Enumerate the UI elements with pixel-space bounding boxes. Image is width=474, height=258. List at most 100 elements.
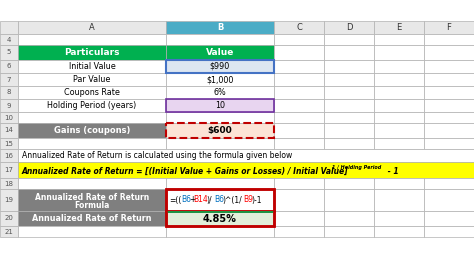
Text: Value: Value: [206, 48, 234, 57]
Bar: [374, 226, 424, 237]
Bar: [324, 60, 374, 73]
Text: Particulars: Particulars: [64, 48, 120, 57]
Bar: [374, 86, 424, 99]
Bar: [274, 60, 324, 73]
Text: 10: 10: [215, 101, 225, 110]
Text: Annualized Rate of Return = [(Initial Value + Gains or Losses) / Initial Value]: Annualized Rate of Return = [(Initial Va…: [22, 166, 348, 175]
Bar: [166, 21, 274, 34]
Text: 19: 19: [4, 197, 13, 203]
Text: F: F: [447, 23, 451, 32]
Bar: [324, 123, 374, 138]
Bar: [18, 21, 166, 34]
Bar: [166, 211, 274, 226]
Bar: [424, 73, 474, 86]
Bar: [374, 178, 424, 189]
Bar: [324, 138, 374, 149]
Text: B14: B14: [193, 196, 209, 205]
Bar: [324, 73, 374, 86]
Text: C: C: [296, 23, 302, 32]
Text: 8: 8: [7, 90, 11, 95]
Text: 20: 20: [5, 215, 13, 222]
Bar: [324, 178, 374, 189]
Bar: [0, 112, 18, 123]
Text: A: A: [89, 23, 95, 32]
Bar: [324, 112, 374, 123]
Bar: [166, 178, 274, 189]
Bar: [166, 34, 274, 45]
Bar: [166, 60, 274, 73]
Text: 6%: 6%: [214, 88, 227, 97]
Bar: [0, 99, 18, 112]
Bar: [424, 178, 474, 189]
Text: )^(1/: )^(1/: [222, 196, 242, 205]
Text: B: B: [217, 23, 223, 32]
Text: 9: 9: [7, 102, 11, 109]
Bar: [424, 86, 474, 99]
Bar: [166, 99, 274, 112]
Bar: [324, 226, 374, 237]
Bar: [374, 189, 424, 211]
Bar: [0, 21, 18, 34]
Bar: [166, 99, 274, 112]
Bar: [0, 211, 18, 226]
Bar: [424, 34, 474, 45]
Bar: [424, 138, 474, 149]
Bar: [166, 226, 274, 237]
Text: 15: 15: [5, 141, 13, 147]
Bar: [0, 123, 18, 138]
Bar: [324, 86, 374, 99]
Bar: [424, 99, 474, 112]
Bar: [424, 45, 474, 60]
Bar: [274, 45, 324, 60]
Bar: [0, 60, 18, 73]
Bar: [374, 211, 424, 226]
Bar: [166, 189, 274, 211]
Text: 16: 16: [4, 152, 13, 158]
Bar: [18, 112, 166, 123]
Text: 10: 10: [4, 115, 13, 120]
Bar: [274, 73, 324, 86]
Bar: [424, 211, 474, 226]
Text: B6: B6: [181, 196, 191, 205]
Bar: [18, 178, 166, 189]
Text: $990: $990: [210, 62, 230, 71]
Bar: [18, 73, 166, 86]
Text: $1,000: $1,000: [206, 75, 234, 84]
Bar: [0, 149, 18, 162]
Text: - 1: - 1: [385, 166, 399, 175]
Bar: [0, 226, 18, 237]
Bar: [18, 226, 166, 237]
Bar: [166, 86, 274, 99]
Bar: [18, 99, 166, 112]
Bar: [374, 60, 424, 73]
Text: Annualized Rate of Return: Annualized Rate of Return: [35, 192, 149, 201]
Bar: [424, 226, 474, 237]
Bar: [374, 21, 424, 34]
Text: 4.85%: 4.85%: [203, 214, 237, 223]
Text: D: D: [346, 23, 352, 32]
Bar: [324, 34, 374, 45]
Bar: [324, 99, 374, 112]
Bar: [374, 34, 424, 45]
Bar: [18, 60, 166, 73]
Bar: [374, 123, 424, 138]
Bar: [274, 21, 324, 34]
Bar: [324, 189, 374, 211]
Text: Coupons Rate: Coupons Rate: [64, 88, 120, 97]
Text: 14: 14: [5, 127, 13, 133]
Bar: [0, 178, 18, 189]
Text: $600: $600: [208, 126, 232, 135]
Bar: [166, 73, 274, 86]
Bar: [374, 112, 424, 123]
Text: B9: B9: [243, 196, 253, 205]
Bar: [274, 178, 324, 189]
Bar: [424, 60, 474, 73]
Bar: [18, 138, 166, 149]
Text: Gains (coupons): Gains (coupons): [54, 126, 130, 135]
Bar: [374, 138, 424, 149]
Text: =((: =((: [169, 196, 182, 205]
Bar: [324, 21, 374, 34]
Bar: [166, 211, 274, 226]
Bar: [274, 86, 324, 99]
Bar: [166, 189, 274, 211]
